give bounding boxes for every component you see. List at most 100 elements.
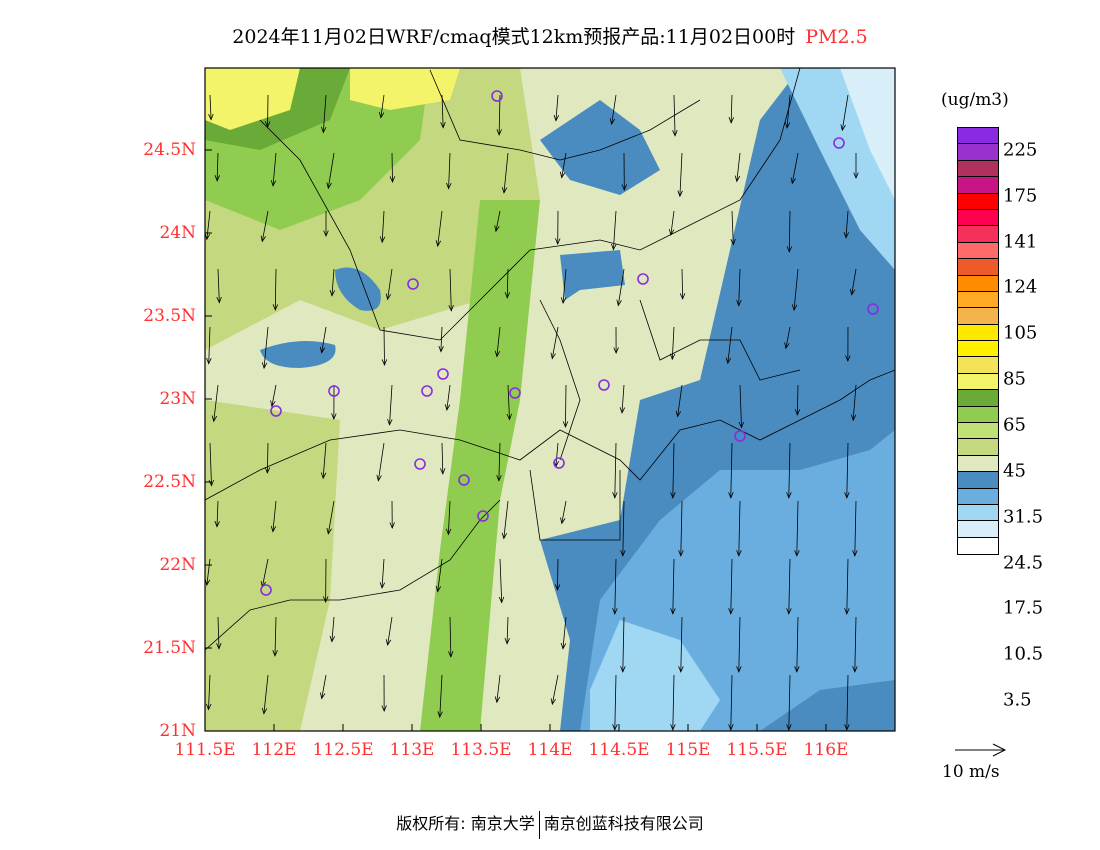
wind-arrow-head xyxy=(389,522,395,530)
zone-green-strip xyxy=(420,200,540,731)
wind-arrow-head xyxy=(620,666,626,673)
wind-arrow xyxy=(614,442,617,498)
zone-lightgreen-sw xyxy=(205,400,340,731)
wind-arrow-head xyxy=(379,236,386,244)
company-text: 南京创蓝科技有限公司 xyxy=(543,814,704,833)
wind-arrow xyxy=(272,152,277,186)
boundary-lines xyxy=(205,68,895,651)
wind-arrow-head xyxy=(736,550,742,557)
wind-arrow-head xyxy=(435,240,442,248)
legend-swatch xyxy=(958,209,998,227)
wind-arrow-head xyxy=(560,642,567,650)
legend-swatch xyxy=(958,144,998,161)
wind-arrow xyxy=(437,558,443,592)
wind-reference-label: 10 m/s xyxy=(942,762,1000,782)
wind-arrow xyxy=(447,500,451,535)
wind-arrow-head xyxy=(211,415,218,423)
wind-arrow-head xyxy=(559,171,566,179)
wind-arrow xyxy=(738,616,741,672)
wind-arrow-head xyxy=(264,121,271,128)
wind-arrow xyxy=(791,152,799,184)
wind-arrow-head xyxy=(550,352,556,360)
footer: 版权所有: 南京大学 南京创蓝科技有限公司 xyxy=(0,810,1100,839)
wind-arrow-head xyxy=(329,635,336,643)
copyright-text: 版权所有: 南京大学 xyxy=(396,814,535,833)
zone-yellow xyxy=(205,68,300,130)
map-title: 2024年11月02日WRF/cmaq模式12km预报产品:11月02日00时 P… xyxy=(0,22,1100,49)
wind-arrow xyxy=(670,210,675,235)
wind-arrow xyxy=(736,152,741,182)
wind-arrow-head xyxy=(736,666,742,673)
wind-arrow-head xyxy=(670,492,676,499)
wind-arrow-head xyxy=(438,345,444,353)
wind-arrow xyxy=(671,326,675,360)
wind-arrow xyxy=(727,326,733,364)
station-marker xyxy=(270,405,282,417)
pollutant-label: PM2.5 xyxy=(805,26,868,48)
wind-arrow-head xyxy=(670,608,676,615)
blue-patch xyxy=(540,100,660,195)
wind-arrow-head xyxy=(494,696,501,704)
wind-arrow xyxy=(499,558,503,603)
wind-arrow xyxy=(785,326,791,349)
wind-arrow xyxy=(562,268,567,304)
wind-arrow xyxy=(611,94,617,125)
wind-arrow xyxy=(614,558,617,614)
wind-arrow xyxy=(206,210,211,240)
wind-arrow-head xyxy=(323,230,329,238)
wind-arrow-head xyxy=(320,692,326,700)
wind-arrow xyxy=(321,674,327,699)
station-marker xyxy=(867,303,879,315)
wind-arrow-head xyxy=(786,608,792,615)
wind-arrow-head xyxy=(728,492,734,499)
wind-arrow xyxy=(216,500,219,527)
wind-arrow xyxy=(788,210,791,252)
wind-arrow xyxy=(845,210,849,238)
wind-arrow xyxy=(846,442,849,498)
title-text: 2024年11月02日WRF/cmaq模式12km预报产品:11月02日00时 xyxy=(232,26,796,48)
wind-arrow-head xyxy=(378,111,385,119)
wind-arrow xyxy=(680,500,683,556)
station-marker xyxy=(833,137,845,149)
wind-arrow xyxy=(441,94,444,128)
wind-arrow-head xyxy=(621,184,627,192)
legend-label: 85 xyxy=(1003,368,1026,390)
wind-arrow-head xyxy=(439,468,446,475)
legend-label: 3.5 xyxy=(1003,689,1032,711)
wind-arrow-head xyxy=(670,724,676,731)
wind-arrow-head xyxy=(728,608,734,615)
wind-arrow xyxy=(622,500,625,556)
lat-label: 23N xyxy=(159,389,196,409)
lat-label: 24.5N xyxy=(143,140,196,160)
wind-arrow-head xyxy=(786,246,793,253)
wind-arrow-head xyxy=(560,517,566,525)
wind-arrow-head xyxy=(730,238,736,246)
wind-arrow xyxy=(730,674,733,730)
color-bar xyxy=(957,127,999,556)
wind-arrow xyxy=(449,268,452,311)
legend-swatch xyxy=(958,275,998,292)
wind-arrow-head xyxy=(444,404,451,411)
wind-arrow xyxy=(263,326,269,369)
wind-arrow xyxy=(439,674,443,718)
legend-swatch xyxy=(958,324,998,342)
wind-arrow-head xyxy=(440,121,446,129)
wind-arrow xyxy=(206,558,211,586)
wind-arrow xyxy=(446,384,451,410)
wind-arrow-head xyxy=(270,180,277,187)
lon-label: 115.5E xyxy=(726,740,788,760)
wind-arrow-head xyxy=(612,492,618,499)
wind-arrow-head xyxy=(619,407,626,414)
wind-arrow-head xyxy=(326,182,332,190)
wind-arrow xyxy=(449,616,452,657)
wind-arrow xyxy=(261,210,269,242)
legend-unit: (ug/m3) xyxy=(941,90,1009,110)
wind-arrow xyxy=(677,384,683,417)
wind-arrow-head xyxy=(728,117,735,124)
wind-arrow xyxy=(680,616,683,672)
wind-arrow xyxy=(389,384,393,425)
wind-arrow-head xyxy=(678,666,684,673)
lat-label: 24N xyxy=(159,223,196,243)
wind-arrow xyxy=(274,268,277,310)
lon-label: 114E xyxy=(527,740,573,760)
